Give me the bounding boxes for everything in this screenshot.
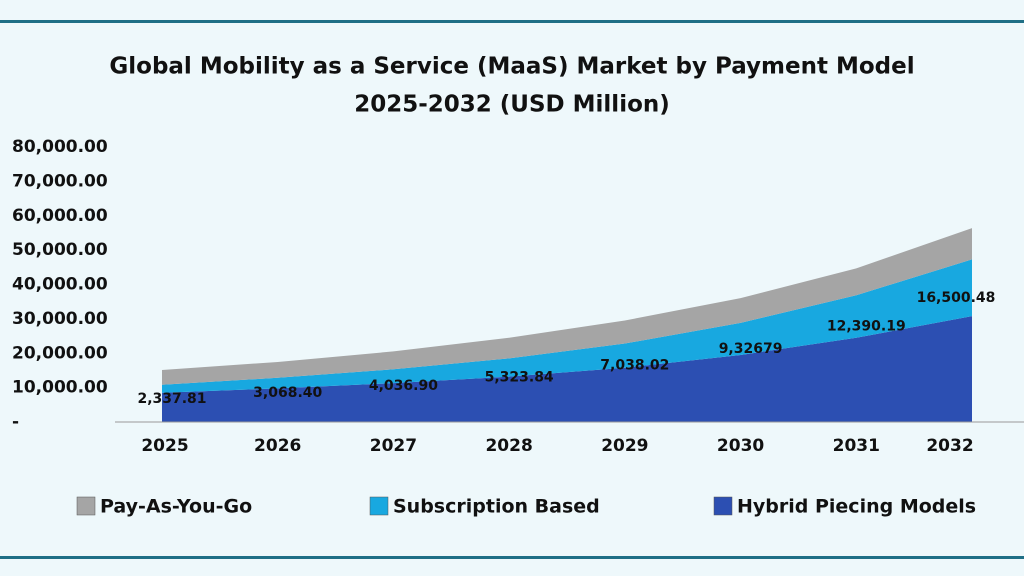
y-tick-label: 60,000.00 xyxy=(12,206,108,226)
data-label: 5,323.84 xyxy=(485,369,554,385)
area xyxy=(162,316,972,422)
y-tick-label: 50,000.00 xyxy=(12,240,108,260)
data-label: 2,337.81 xyxy=(137,391,206,407)
area xyxy=(162,228,972,385)
data-label: 7,038.02 xyxy=(600,358,669,374)
x-tick-label: 2030 xyxy=(717,436,764,456)
legend-swatch xyxy=(369,496,389,516)
legend-label: Pay-As-You-Go xyxy=(100,496,252,518)
x-tick-label: 2027 xyxy=(370,436,417,456)
y-tick-label: 10,000.00 xyxy=(12,378,108,398)
data-label: 16,500.48 xyxy=(917,290,996,306)
chart-title: Global Mobility as a Service (MaaS) Mark… xyxy=(109,54,914,80)
x-tick-label: 2031 xyxy=(833,436,880,456)
x-tick-label: 2025 xyxy=(141,436,188,456)
legend-swatch xyxy=(713,496,733,516)
y-tick-label: 80,000.00 xyxy=(12,137,108,157)
x-tick-label: 2026 xyxy=(254,436,301,456)
x-tick-label: 2029 xyxy=(601,436,648,456)
area xyxy=(162,259,972,393)
x-tick-label: 2032 xyxy=(926,436,973,456)
data-label: 12,390.19 xyxy=(827,318,906,334)
chart-subtitle: 2025-2032 (USD Million) xyxy=(354,92,670,118)
data-label: 4,036.90 xyxy=(369,378,438,394)
y-tick-label: 40,000.00 xyxy=(12,275,108,295)
legend-label: Hybrid Piecing Models xyxy=(737,496,976,518)
y-tick-label: 30,000.00 xyxy=(12,309,108,329)
legend-swatch xyxy=(76,496,96,516)
y-tick-label: 70,000.00 xyxy=(12,171,108,191)
top-border xyxy=(0,20,1024,23)
y-tick-label: 20,000.00 xyxy=(12,343,108,363)
legend-label: Subscription Based xyxy=(393,496,600,518)
x-tick-label: 2028 xyxy=(485,436,532,456)
y-tick-label: - xyxy=(12,412,19,432)
bottom-border xyxy=(0,556,1024,559)
data-label: 9,32679 xyxy=(719,341,783,357)
data-label: 3,068.40 xyxy=(253,385,322,401)
